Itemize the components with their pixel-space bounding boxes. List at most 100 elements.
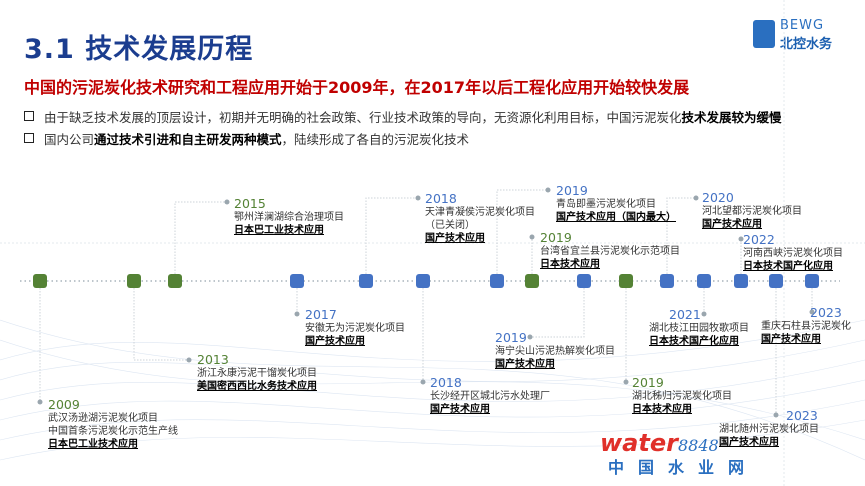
timeline-event: 2013 浙江永康污泥干馏炭化项目 美国密西西比水务技术应用	[197, 352, 317, 393]
bullet-bold: 技术发展较为缓慢	[681, 110, 782, 125]
event-year: 2019	[632, 375, 664, 390]
timeline-node[interactable]	[359, 274, 373, 288]
connector-line	[496, 189, 548, 274]
timeline-node[interactable]	[168, 274, 182, 288]
timeline-event: 2020 河北望都污泥炭化项目 国产技术应用	[702, 190, 802, 231]
event-tech-tag: 国产技术应用	[430, 404, 490, 415]
event-desc: 武汉汤逊湖污泥炭化项目	[48, 413, 158, 424]
timeline-node[interactable]	[127, 274, 141, 288]
bullet-2: 国内公司通过技术引进和自主研发两种模式，陆续形成了各自的污泥炭化技术	[24, 129, 469, 148]
event-tech-tag: 日本技术国产化应用	[649, 336, 739, 347]
event-year: 2009	[48, 397, 80, 412]
timeline-node[interactable]	[33, 274, 47, 288]
event-desc: 重庆石柱县污泥炭化	[761, 321, 851, 332]
connector-dot	[773, 412, 779, 418]
event-desc: 安徽无为污泥炭化项目	[305, 323, 405, 334]
bullet-text: ，陆续形成了各自的污泥炭化技术	[281, 132, 470, 147]
event-desc: 河南西峡污泥炭化项目	[743, 248, 843, 259]
page-title: 3.1 技术发展历程	[24, 34, 254, 65]
watermark-brand: water	[600, 429, 678, 457]
timeline-node[interactable]	[619, 274, 633, 288]
connector-line	[174, 201, 227, 274]
timeline-event: 2018 长沙经开区城北污水处理厂 国产技术应用	[430, 375, 550, 416]
event-year: 2018	[430, 375, 462, 390]
bullet-1: 由于缺乏技术发展的顶层设计，初期并无明确的社会政策、行业技术政策的导向，无资源化…	[24, 107, 782, 126]
connector-line	[530, 288, 585, 338]
event-year: 2019	[556, 183, 588, 198]
timeline-node[interactable]	[577, 274, 591, 288]
event-desc: 湖北随州污泥炭化项目	[719, 424, 819, 435]
connector-dot	[224, 199, 230, 205]
event-tech-tag: 国产技术应用	[702, 219, 762, 230]
event-year: 2022	[743, 232, 775, 247]
event-desc: 海宁尖山污泥热解炭化项目	[495, 346, 615, 357]
timeline-node[interactable]	[490, 274, 504, 288]
logo-en: BEWG	[780, 18, 825, 33]
timeline-node[interactable]	[416, 274, 430, 288]
event-tech-tag: 国产技术应用	[305, 336, 365, 347]
watermark-number: 8848	[677, 436, 719, 455]
event-tech-tag: 国产技术应用	[761, 334, 821, 345]
timeline-node[interactable]	[734, 274, 748, 288]
timeline-node[interactable]	[697, 274, 711, 288]
event-tech-tag: 日本技术应用	[540, 259, 600, 270]
connector-dot	[527, 334, 533, 340]
timeline-event: 2023 湖北随州污泥炭化项目 国产技术应用	[719, 408, 819, 449]
bullet-bold: 通过技术引进和自主研发两种模式	[94, 132, 282, 147]
event-tech-tag: 美国密西西比水务技术应用	[197, 381, 317, 392]
timeline-event: 2019 海宁尖山污泥热解炭化项目 国产技术应用	[495, 330, 615, 371]
timeline-event: 2021 湖北枝江田园牧歌项目 日本技术国产化应用	[649, 307, 749, 348]
timeline-event: 2023 重庆石柱县污泥炭化 国产技术应用	[761, 305, 851, 346]
square-bullet-icon	[24, 111, 34, 121]
timeline-node[interactable]	[660, 274, 674, 288]
event-year: 2017	[305, 307, 337, 322]
timeline-event: 2015 鄂州洋澜湖综合治理项目 日本巴工业技术应用	[234, 196, 344, 237]
event-year: 2020	[702, 190, 734, 205]
event-year: 2023	[810, 305, 842, 320]
connector-dot	[37, 399, 43, 405]
event-year: 2023	[786, 408, 818, 423]
event-desc: 台湾省宜兰县污泥炭化示范项目	[540, 246, 680, 257]
timeline-event: 2018 天津青凝侯污泥炭化项目 （已关闭） 国产技术应用	[425, 191, 535, 245]
timeline-node[interactable]	[290, 274, 304, 288]
connector-dot	[294, 311, 300, 317]
timeline-node[interactable]	[769, 274, 783, 288]
connector-line	[666, 197, 696, 274]
timeline-event: 2009 武汉汤逊湖污泥炭化项目 中国首条污泥炭化示范生产线 日本巴工业技术应用	[48, 397, 178, 451]
event-year: 2019	[540, 230, 572, 245]
event-desc: 河北望都污泥炭化项目	[702, 206, 802, 217]
event-desc: 青岛即墨污泥炭化项目	[556, 199, 656, 210]
event-year: 2018	[425, 191, 457, 206]
connector-dot	[415, 195, 421, 201]
event-year: 2013	[197, 352, 229, 367]
timeline-event: 2019 青岛即墨污泥炭化项目国产技术应用（国内最大）	[556, 183, 676, 224]
timeline-node[interactable]	[525, 274, 539, 288]
connector-dot	[420, 379, 426, 385]
event-desc: 长沙经开区城北污水处理厂	[430, 391, 550, 402]
connector-line	[365, 197, 418, 274]
event-desc: 湖北枝江田园牧歌项目	[649, 323, 749, 334]
event-desc: 天津青凝侯污泥炭化项目	[425, 207, 535, 218]
event-tech-tag: 国产技术应用	[495, 359, 555, 370]
watermark: water8848 中国水业网	[600, 429, 744, 477]
connector-dot	[186, 357, 192, 363]
temple-logo-icon	[753, 20, 775, 48]
event-desc: 鄂州洋澜湖综合治理项目	[234, 212, 344, 223]
logo-cn: 北控水务	[780, 37, 833, 52]
connector-dot	[529, 234, 535, 240]
event-year: 2015	[234, 196, 266, 211]
watermark-cn: 中国水业网	[608, 458, 759, 477]
event-tech-tag: 日本巴工业技术应用	[48, 439, 138, 450]
event-desc: 湖北秭归污泥炭化项目	[632, 391, 732, 402]
connector-dot	[623, 379, 629, 385]
timeline-node[interactable]	[805, 274, 819, 288]
connector-dot	[738, 236, 744, 242]
connector-line	[133, 288, 189, 361]
event-desc: 浙江永康污泥干馏炭化项目	[197, 368, 317, 379]
event-tech-tag: 国产技术应用（国内最大）	[556, 212, 676, 223]
event-tech-tag: 国产技术应用	[425, 233, 485, 244]
connector-dot	[809, 309, 815, 315]
event-year: 2019	[495, 330, 527, 345]
